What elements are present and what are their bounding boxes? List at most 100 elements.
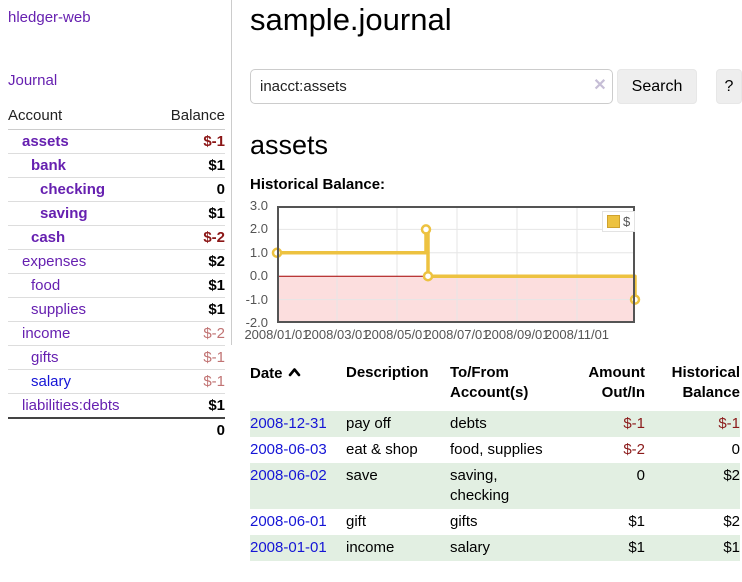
register-header-row: Date Description To/From Account(s) Amou… bbox=[250, 363, 740, 411]
accounts-column-header: To/From Account(s) bbox=[450, 364, 529, 401]
y-tick-label: -2.0 bbox=[245, 315, 268, 330]
transaction-accounts: food, supplies bbox=[450, 441, 543, 458]
account-balance: $1 bbox=[208, 397, 225, 414]
register-row: 2008-01-01 income salary $1 $1 bbox=[250, 535, 740, 561]
date-column-header[interactable]: Date bbox=[250, 363, 346, 411]
account-link[interactable]: checking bbox=[40, 181, 106, 198]
balance-column-header: Balance bbox=[170, 107, 225, 124]
account-link[interactable]: income bbox=[22, 325, 71, 342]
account-heading: assets bbox=[250, 130, 329, 160]
transaction-accounts: salary bbox=[450, 539, 491, 556]
x-tick-label: 2008/01/01 bbox=[244, 327, 310, 342]
transaction-amount: $1 bbox=[628, 513, 645, 530]
account-balance: $1 bbox=[208, 157, 225, 174]
account-link[interactable]: supplies bbox=[31, 301, 87, 318]
account-balance: $1 bbox=[208, 205, 225, 222]
account-balance: $-2 bbox=[203, 229, 225, 246]
x-tick-label: 2008/09/01 bbox=[484, 327, 550, 342]
account-link[interactable]: bank bbox=[31, 157, 67, 174]
account-row-checking: checking 0 bbox=[8, 178, 225, 202]
account-link[interactable]: saving bbox=[40, 205, 88, 222]
description-column-header: Description bbox=[346, 364, 429, 381]
transaction-accounts: gifts bbox=[450, 513, 478, 530]
sidebar-divider bbox=[231, 0, 232, 345]
x-tick-label: 2008/07/01 bbox=[424, 327, 490, 342]
sidebar-item-journal[interactable]: Journal bbox=[8, 72, 58, 89]
y-tick-label: -1.0 bbox=[245, 292, 268, 307]
accounts-table: Account Balance assets $-1 bank $1 check… bbox=[8, 104, 225, 442]
account-balance: $-1 bbox=[203, 349, 225, 366]
date-header-label: Date bbox=[250, 365, 283, 382]
account-link[interactable]: expenses bbox=[22, 253, 87, 270]
account-link[interactable]: gifts bbox=[31, 349, 59, 366]
sidebar: hledger-web Journal Account Balance asse… bbox=[0, 0, 232, 582]
account-balance: $1 bbox=[208, 301, 225, 318]
account-row-supplies: supplies $1 bbox=[8, 298, 225, 322]
legend-label: $ bbox=[623, 214, 631, 229]
balance-column-header: Historical Balance bbox=[671, 364, 740, 401]
balance-chart[interactable] bbox=[271, 206, 641, 323]
transaction-balance: $1 bbox=[723, 539, 740, 556]
account-balance: $2 bbox=[208, 253, 225, 270]
transaction-accounts: saving, checking bbox=[450, 467, 510, 504]
chart-legend: $ bbox=[602, 211, 636, 232]
x-tick-label: 2008/03/01 bbox=[304, 327, 370, 342]
transaction-date-link[interactable]: 2008-01-01 bbox=[250, 539, 327, 556]
account-row-expenses: expenses $2 bbox=[8, 250, 225, 274]
clear-search-icon[interactable]: ✕ bbox=[593, 77, 607, 94]
register-row: 2008-06-01 gift gifts $1 $2 bbox=[250, 509, 740, 535]
account-row-food: food $1 bbox=[8, 274, 225, 298]
plot-border bbox=[277, 206, 635, 323]
transaction-balance: $2 bbox=[723, 467, 740, 484]
search-input[interactable] bbox=[250, 69, 613, 104]
transaction-date-link[interactable]: 2008-06-03 bbox=[250, 441, 327, 458]
account-link[interactable]: liabilities:debts bbox=[22, 397, 120, 414]
page-title: sample.journal bbox=[250, 2, 452, 37]
account-row-assets: assets $-1 bbox=[8, 130, 225, 154]
transaction-date-link[interactable]: 2008-06-01 bbox=[250, 513, 327, 530]
transaction-amount: $1 bbox=[628, 539, 645, 556]
transaction-accounts: debts bbox=[450, 415, 487, 432]
account-balance: $-2 bbox=[203, 325, 225, 342]
accounts-total-row: 0 bbox=[8, 417, 225, 442]
help-button[interactable]: ? bbox=[716, 69, 742, 104]
account-row-salary: salary $-1 bbox=[8, 370, 225, 394]
search-button[interactable]: Search bbox=[617, 69, 697, 104]
amount-column-header: Amount Out/In bbox=[588, 364, 645, 401]
account-link[interactable]: salary bbox=[31, 373, 72, 390]
account-row-income: income $-2 bbox=[8, 322, 225, 346]
account-row-liabilities-debts: liabilities:debts $1 bbox=[8, 394, 225, 418]
register-row: 2008-12-31 pay off debts $-1 $-1 bbox=[250, 411, 740, 437]
transaction-balance: $-1 bbox=[718, 415, 740, 432]
transaction-amount: 0 bbox=[636, 467, 645, 484]
transaction-description: eat & shop bbox=[346, 441, 418, 458]
transaction-balance: $2 bbox=[723, 513, 740, 530]
account-link[interactable]: food bbox=[31, 277, 61, 294]
sort-ascending-icon bbox=[288, 363, 301, 383]
y-tick-label: 1.0 bbox=[249, 245, 268, 260]
transaction-description: income bbox=[346, 539, 395, 556]
account-link[interactable]: cash bbox=[31, 229, 66, 246]
account-balance: 0 bbox=[216, 181, 225, 198]
account-column-header: Account bbox=[8, 107, 63, 124]
register-table: Date Description To/From Account(s) Amou… bbox=[250, 363, 740, 561]
transaction-date-link[interactable]: 2008-12-31 bbox=[250, 415, 327, 432]
accounts-total-value: 0 bbox=[216, 422, 225, 439]
account-balance: $-1 bbox=[203, 373, 225, 390]
transaction-description: pay off bbox=[346, 415, 391, 432]
brand-link[interactable]: hledger-web bbox=[8, 9, 91, 26]
account-row-bank: bank $1 bbox=[8, 154, 225, 178]
account-row-cash: cash $-2 bbox=[8, 226, 225, 250]
y-tick-label: 0.0 bbox=[249, 268, 268, 283]
transaction-description: save bbox=[346, 467, 378, 484]
legend-swatch-icon bbox=[607, 215, 620, 228]
transaction-amount: $-2 bbox=[623, 441, 645, 458]
account-row-gifts: gifts $-1 bbox=[8, 346, 225, 370]
transaction-balance: 0 bbox=[731, 441, 740, 458]
account-balance: $1 bbox=[208, 277, 225, 294]
y-tick-label: 2.0 bbox=[249, 221, 268, 236]
account-link[interactable]: assets bbox=[22, 133, 69, 150]
accounts-table-header: Account Balance bbox=[8, 104, 225, 130]
transaction-date-link[interactable]: 2008-06-02 bbox=[250, 467, 327, 484]
